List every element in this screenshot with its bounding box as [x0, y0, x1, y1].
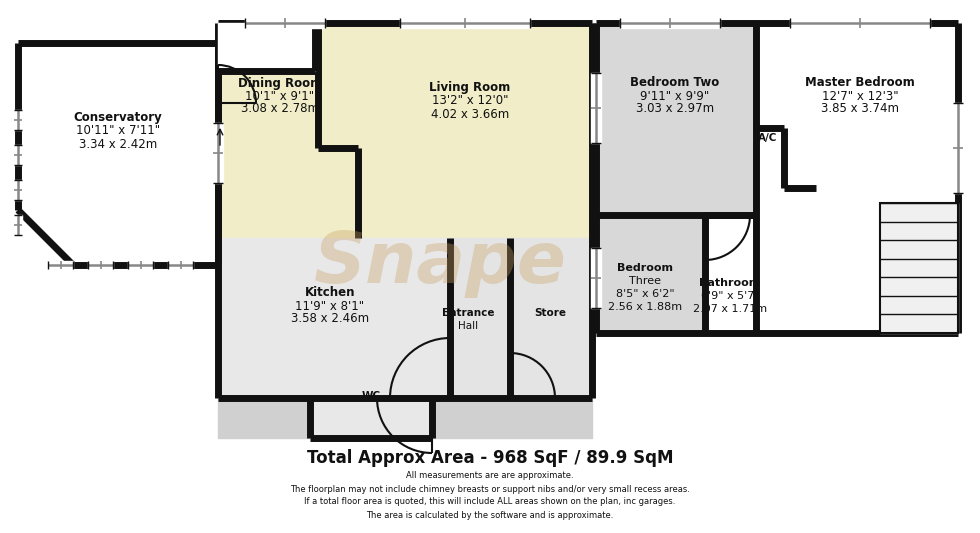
Polygon shape [596, 23, 756, 215]
Text: WC: WC [362, 391, 380, 401]
Text: 3.85 x 3.74m: 3.85 x 3.74m [821, 102, 899, 116]
Text: All measurements are are approximate.: All measurements are are approximate. [406, 472, 574, 481]
Polygon shape [14, 215, 22, 235]
Text: 2.56 x 1.88m: 2.56 x 1.88m [608, 302, 682, 312]
Polygon shape [14, 180, 22, 200]
Polygon shape [790, 18, 930, 28]
Polygon shape [218, 23, 592, 238]
Polygon shape [14, 145, 22, 165]
Text: The area is calculated by the software and is approximate.: The area is calculated by the software a… [367, 511, 613, 520]
Text: 3.34 x 2.42m: 3.34 x 2.42m [78, 138, 157, 150]
Text: 11'9" x 8'1": 11'9" x 8'1" [295, 300, 365, 312]
Polygon shape [218, 23, 592, 238]
Bar [880, 203, 958, 333]
Text: Store: Store [534, 308, 566, 318]
Polygon shape [88, 261, 113, 269]
Text: Kitchen: Kitchen [305, 287, 355, 300]
Text: 10'11" x 7'11": 10'11" x 7'11" [75, 125, 160, 138]
Polygon shape [450, 238, 592, 398]
Text: 8'5" x 6'2": 8'5" x 6'2" [615, 289, 674, 299]
Text: Total Approx Area - 968 SqF / 89.9 SqM: Total Approx Area - 968 SqF / 89.9 SqM [307, 449, 673, 467]
Text: 6'9" x 5'7": 6'9" x 5'7" [701, 291, 760, 301]
Text: 3.58 x 2.46m: 3.58 x 2.46m [291, 312, 369, 326]
Polygon shape [596, 23, 958, 333]
Text: 13'2" x 12'0": 13'2" x 12'0" [432, 94, 509, 108]
Text: A/C: A/C [759, 133, 778, 143]
Polygon shape [168, 261, 193, 269]
Text: 9'11" x 9'9": 9'11" x 9'9" [640, 90, 710, 102]
Text: 4.02 x 3.66m: 4.02 x 3.66m [431, 108, 510, 120]
Polygon shape [310, 398, 432, 438]
Text: 3.08 x 2.78m: 3.08 x 2.78m [241, 102, 319, 116]
Polygon shape [245, 18, 325, 28]
Polygon shape [591, 248, 601, 308]
Polygon shape [218, 238, 592, 438]
Text: Bathroom: Bathroom [700, 278, 760, 288]
Polygon shape [48, 261, 73, 269]
Polygon shape [596, 23, 958, 333]
Text: 12'7" x 12'3": 12'7" x 12'3" [821, 90, 899, 102]
Polygon shape [18, 43, 218, 265]
Text: Three: Three [629, 276, 661, 286]
Polygon shape [880, 203, 958, 333]
Text: The floorplan may not include chimney breasts or support nibs and/or very small : The floorplan may not include chimney br… [290, 484, 690, 494]
Polygon shape [218, 238, 450, 398]
Polygon shape [213, 123, 223, 183]
Polygon shape [128, 261, 153, 269]
Text: 3.03 x 2.97m: 3.03 x 2.97m [636, 102, 714, 116]
Text: Bedroom Two: Bedroom Two [630, 77, 719, 90]
Text: Conservatory: Conservatory [74, 111, 163, 125]
Text: Entrance: Entrance [442, 308, 494, 318]
Polygon shape [620, 18, 720, 28]
Text: Living Room: Living Room [429, 82, 511, 94]
Polygon shape [400, 18, 530, 28]
Text: Master Bedroom: Master Bedroom [806, 77, 915, 90]
Text: If a total floor area is quoted, this will include ALL areas shown on the plan, : If a total floor area is quoted, this wi… [305, 497, 675, 506]
Text: Snape: Snape [314, 229, 566, 297]
Polygon shape [596, 215, 705, 333]
Text: Hall: Hall [458, 321, 478, 331]
Text: Bedroom: Bedroom [617, 263, 673, 273]
Polygon shape [218, 23, 315, 71]
Text: 2.07 x 1.71m: 2.07 x 1.71m [693, 304, 767, 314]
Polygon shape [591, 73, 601, 143]
Polygon shape [310, 238, 430, 438]
Polygon shape [14, 110, 22, 130]
Text: Dining Room: Dining Room [238, 77, 322, 90]
Text: 10'1" x 9'1": 10'1" x 9'1" [245, 90, 315, 102]
Polygon shape [953, 103, 963, 193]
